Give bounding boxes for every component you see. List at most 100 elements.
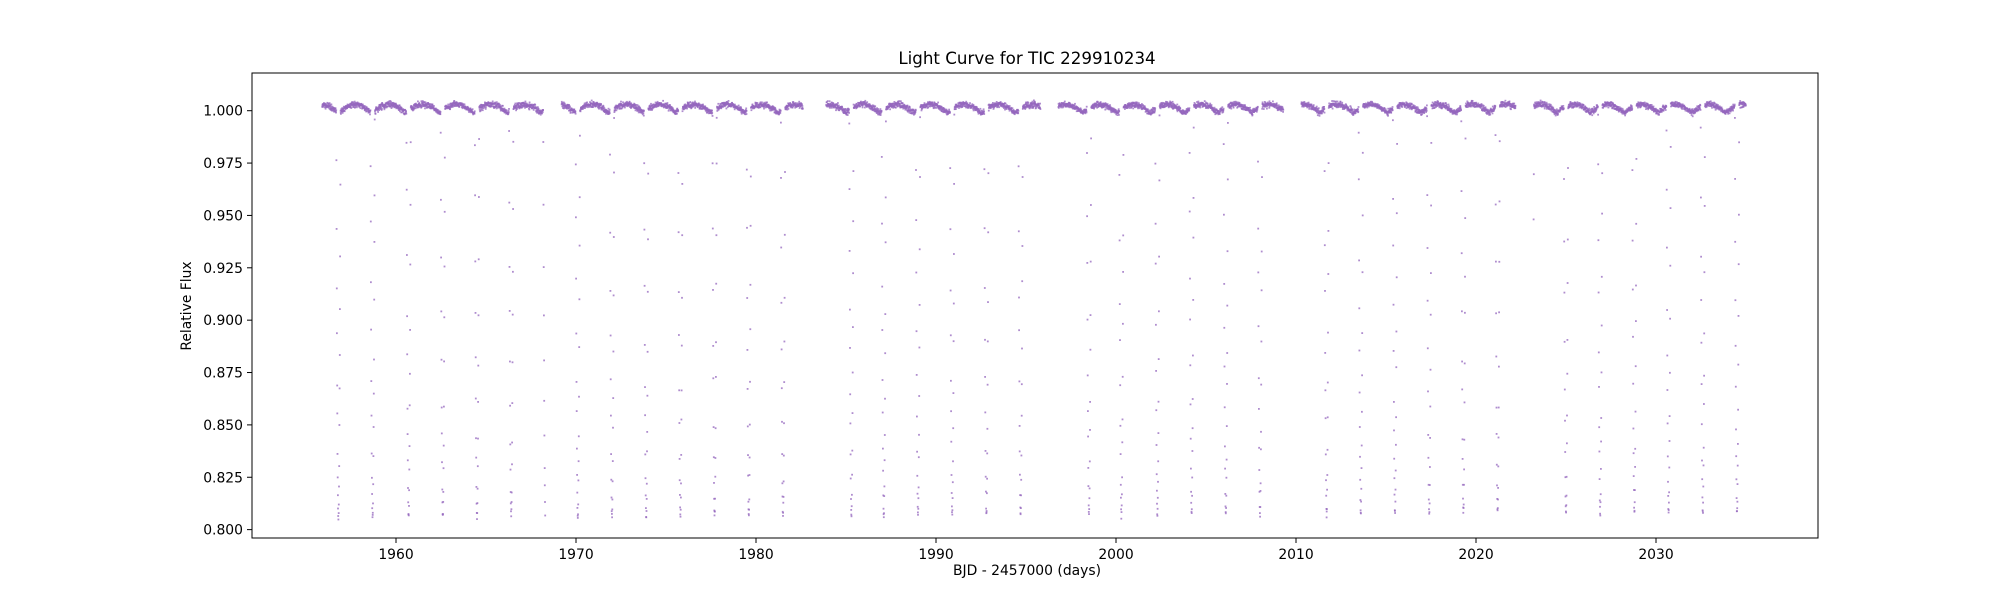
data-point [1327,107,1330,109]
data-point [415,102,417,105]
data-point [368,111,371,114]
data-point [499,104,502,107]
data-point [917,507,920,510]
data-point [388,103,391,106]
data-point [329,105,331,108]
data-point [719,102,722,105]
data-point [1136,103,1139,106]
data-point [1231,101,1233,104]
data-point [835,109,837,112]
data-point [714,427,717,430]
data-point [1109,104,1111,106]
data-point [764,106,767,109]
data-point [635,104,638,106]
data-point [561,102,564,105]
data-point [569,110,572,113]
data-point [475,486,478,488]
data-point [712,289,714,291]
data-point [717,109,720,111]
data-point [749,328,752,331]
data-point [1158,114,1161,117]
data-point [440,310,443,313]
data-point [1303,101,1306,103]
data-point [1096,103,1099,106]
data-point [409,141,412,144]
data-point [785,107,788,110]
data-point [801,107,804,110]
data-point [477,314,480,317]
data-point [624,106,626,109]
data-point [1188,210,1191,213]
data-point [329,103,332,106]
data-point [694,100,696,103]
data-point [650,102,652,105]
data-point [1165,100,1167,103]
data-point [424,107,426,110]
data-point [918,395,921,397]
data-point [965,104,968,107]
data-point [1105,106,1107,109]
data-point [469,107,472,110]
data-point [336,453,339,455]
data-point [369,113,371,116]
data-point [651,109,653,111]
data-point [918,433,920,436]
data-point [957,105,960,108]
data-point [511,402,514,404]
data-point [473,111,476,114]
data-point [1336,100,1339,103]
data-point [405,188,408,191]
data-point [1008,105,1011,107]
data-point [849,393,852,396]
data-point [846,114,849,116]
data-point [586,101,588,104]
data-point [731,101,733,104]
data-point [798,100,801,103]
data-point [881,411,884,414]
data-point [1177,106,1180,109]
data-point [711,109,713,112]
data-point [542,266,545,268]
data-point [775,112,778,115]
data-point [794,103,797,105]
data-point [335,109,338,112]
data-point [643,228,646,231]
data-point [1241,108,1244,110]
data-point [371,516,374,519]
data-point [577,479,580,482]
data-point [1021,280,1024,283]
data-point [513,103,516,106]
data-point [376,109,379,112]
data-point [1082,112,1084,115]
data-point [678,334,680,336]
data-point [715,376,717,378]
data-point [576,474,578,476]
data-point [1161,101,1164,104]
data-point [543,467,546,469]
data-point [931,101,934,104]
data-point [1090,204,1092,206]
data-point [876,112,879,114]
data-point [1120,511,1123,513]
data-point [994,105,997,107]
data-point [828,106,831,109]
data-point [700,107,703,110]
data-point [481,107,484,110]
data-point [1115,113,1118,116]
data-point [606,112,609,114]
data-point [637,111,640,114]
data-point [503,107,506,110]
data-point [1192,197,1195,199]
data-point [322,105,324,108]
data-point [704,105,707,108]
data-point [851,412,854,414]
data-point [1308,106,1311,108]
data-point [907,107,910,110]
data-point [677,172,680,174]
data-point [711,162,714,165]
data-point [608,110,611,113]
data-point [338,485,340,488]
data-point [1099,101,1102,103]
data-point [1096,106,1098,109]
data-point [383,108,386,111]
